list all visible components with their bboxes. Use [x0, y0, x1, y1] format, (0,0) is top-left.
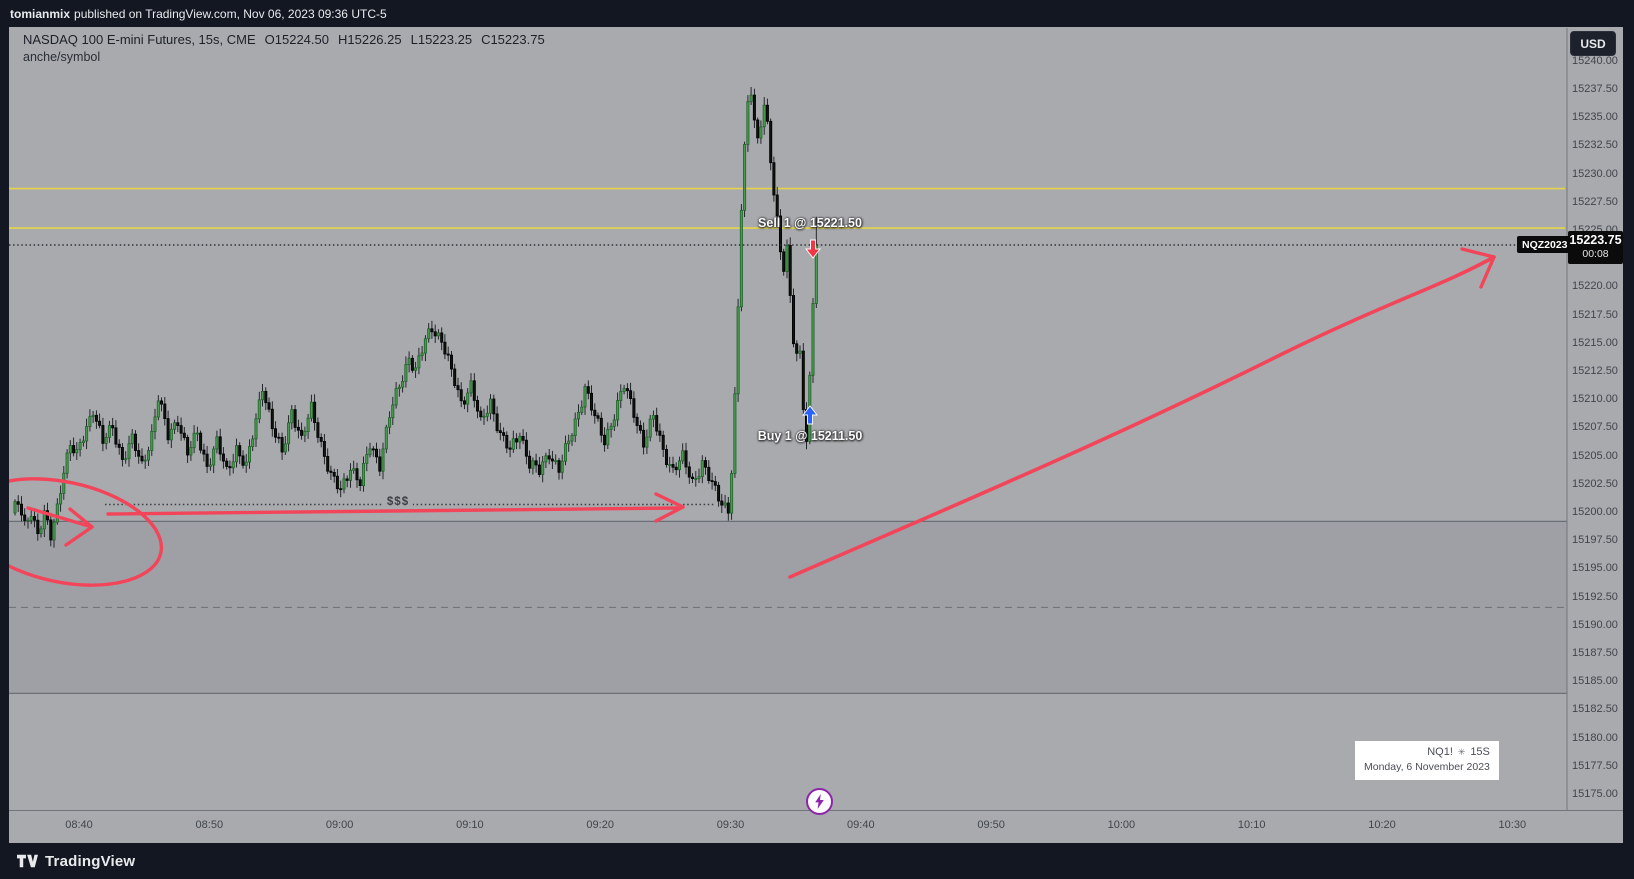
price-tick-label: 15202.50	[1572, 477, 1618, 490]
price-chart-canvas[interactable]	[9, 28, 1623, 810]
price-tick-label: 15200.00	[1572, 505, 1618, 518]
time-tick-label: 09:40	[847, 819, 875, 831]
price-tick-label: 15182.50	[1572, 703, 1618, 716]
info-date: Monday, 6 November 2023	[1364, 761, 1490, 773]
lightning-reaction-button[interactable]	[806, 788, 833, 815]
tradingview-logo-icon[interactable]	[17, 853, 38, 869]
price-tick-label: 15217.50	[1572, 308, 1618, 321]
sell-arrow-icon	[805, 239, 821, 259]
time-tick-label: 10:10	[1237, 819, 1266, 831]
price-tick-label: 15232.50	[1572, 139, 1618, 152]
price-tick-label: 15187.50	[1572, 646, 1618, 659]
buy-execution-label: Buy 1 @ 15211.50	[757, 429, 863, 443]
time-tick-label: 08:50	[195, 819, 224, 831]
time-tick-label: 09:50	[977, 819, 1005, 831]
ohlc-open: O15224.50	[264, 32, 329, 47]
time-tick-label: 10:00	[1107, 819, 1136, 831]
price-tick-label: 15192.50	[1572, 590, 1618, 603]
price-tick-label: 15195.00	[1572, 562, 1618, 575]
ohlc-high: H15226.25	[337, 32, 402, 47]
publish-info: published on TradingView.com, Nov 06, 20…	[74, 6, 387, 21]
symbol-legend[interactable]: NASDAQ 100 E-mini Futures, 15s, CME O152…	[23, 32, 545, 64]
info-symbol: NQ1!	[1427, 746, 1453, 758]
market-status-icon: ✳	[1457, 747, 1466, 757]
last-price: 15223.75	[1569, 233, 1622, 247]
time-tick-label: 09:30	[716, 819, 745, 831]
time-tick-label: 08:40	[65, 819, 93, 831]
lightning-icon	[815, 794, 824, 809]
price-tick-label: 15207.50	[1572, 421, 1618, 434]
publish-bar: tomianmix published on TradingView.com, …	[0, 0, 1634, 27]
price-tick-label: 15212.50	[1572, 364, 1618, 377]
price-tick-label: 15175.00	[1572, 787, 1618, 800]
price-tick-label: 15177.50	[1572, 759, 1618, 772]
time-tick-label: 10:30	[1498, 819, 1527, 831]
symbol-title: NASDAQ 100 E-mini Futures, 15s, CME	[23, 32, 256, 47]
symbol-subtitle: anche/symbol	[23, 50, 101, 64]
currency-label: USD	[1580, 36, 1606, 51]
price-tick-label: 15237.50	[1572, 82, 1618, 95]
time-axis[interactable]: 08:40 08:50 09:00 09:10 09:20 09:30 09:40 09:50…	[9, 810, 1623, 843]
footer-bar: TradingView	[0, 843, 1634, 879]
time-tick-label: 09:10	[456, 819, 484, 831]
price-tick-label: 15180.00	[1572, 731, 1618, 744]
time-tick-label: 09:00	[325, 819, 354, 831]
price-tick-label: 15190.00	[1572, 618, 1618, 631]
price-tick-label: 15210.00	[1572, 393, 1618, 406]
price-tick-label: 15235.00	[1572, 111, 1618, 124]
currency-badge[interactable]: USD	[1570, 31, 1616, 56]
ohlc-close: C15223.75	[481, 32, 545, 47]
price-tick-label: 15227.50	[1572, 195, 1618, 208]
chart-card[interactable]	[9, 27, 1623, 843]
price-tick-label: 15220.00	[1572, 280, 1618, 293]
price-tick-label: 15215.00	[1572, 336, 1618, 349]
contract-price-flag: NQZ2023	[1517, 236, 1573, 253]
liquidity-dollars-label: $$$	[382, 496, 414, 508]
info-interval: 15S	[1470, 746, 1490, 758]
price-tick-label: 15240.00	[1572, 54, 1618, 67]
sell-execution-label: Sell 1 @ 15221.50	[758, 216, 862, 230]
contract-symbol: NQZ2023	[1522, 239, 1568, 251]
price-tick-label: 15185.00	[1572, 675, 1618, 688]
time-tick-label: 09:20	[586, 819, 614, 831]
tradingview-wordmark[interactable]: TradingView	[45, 852, 136, 870]
ohlc-low: L15223.25	[410, 32, 473, 47]
last-price-box: 15223.75 00:08	[1568, 231, 1623, 264]
price-tick-label: 15230.00	[1572, 167, 1618, 180]
candles	[13, 87, 818, 548]
time-tick-label: 10:20	[1368, 819, 1396, 831]
price-tick-label: 15197.50	[1572, 534, 1618, 547]
bar-countdown: 00:08	[1582, 248, 1609, 260]
buy-arrow-icon	[802, 405, 818, 425]
session-info-box: NQ1! ✳ 15S Monday, 6 November 2023	[1355, 741, 1499, 780]
price-tick-label: 15205.00	[1572, 449, 1618, 462]
publisher-username: tomianmix	[10, 6, 71, 21]
